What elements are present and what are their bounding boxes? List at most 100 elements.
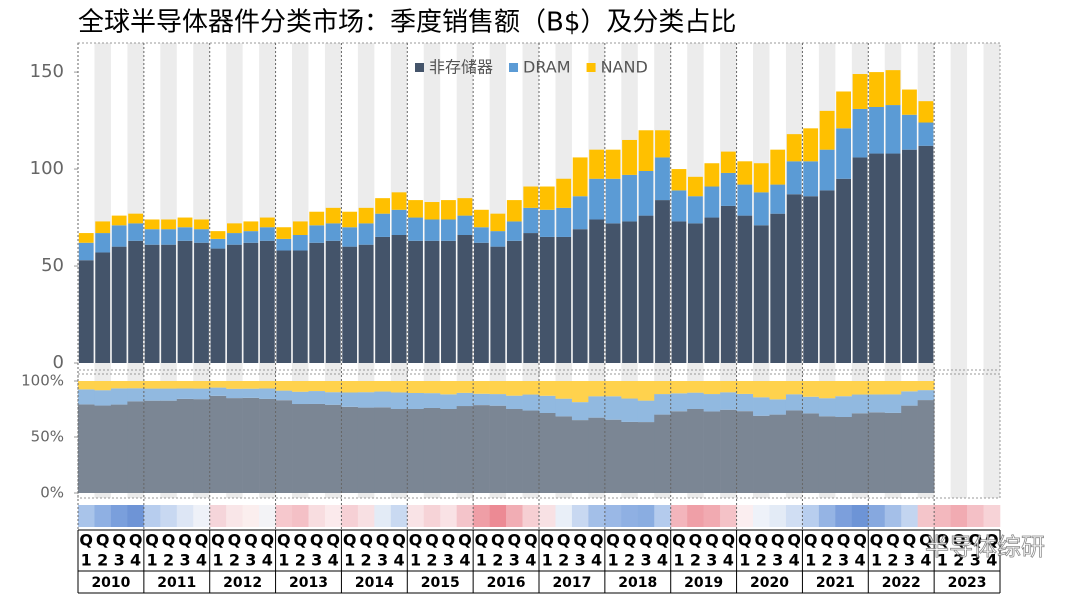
share-segment (868, 412, 886, 493)
share-segment (802, 381, 820, 397)
bar-segment (243, 242, 259, 363)
bar-segment (259, 217, 275, 228)
quarter-label: 2 (822, 551, 833, 570)
growth-cell (851, 505, 869, 527)
year-label: 2015 (421, 575, 460, 591)
bar-segment (408, 240, 423, 363)
bar-segment (622, 174, 637, 222)
share-segment (571, 402, 589, 421)
bar-segment (424, 219, 440, 241)
bar-segment (95, 233, 111, 253)
bar-segment (424, 202, 440, 220)
quarter-prefix: Q (968, 531, 982, 550)
share-segment (127, 381, 145, 389)
bar-segment (391, 209, 407, 235)
quarter-prefix: Q (524, 531, 538, 550)
bar-segment (325, 240, 341, 363)
share-segment (670, 411, 688, 493)
share-segment (506, 409, 523, 493)
bar-segment (753, 163, 769, 193)
quarter-label: 1 (476, 551, 487, 570)
share-segment (785, 394, 803, 411)
growth-cell (209, 505, 227, 527)
growth-cell (736, 505, 754, 527)
share-segment (637, 381, 655, 401)
quarter-label: 1 (871, 551, 882, 570)
bar-segment (473, 242, 489, 363)
share-segment (143, 381, 161, 389)
growth-cell (571, 505, 589, 527)
bar-segment (605, 149, 621, 179)
quarter-prefix: Q (870, 531, 884, 550)
bar-segment (177, 217, 193, 228)
bar-segment (539, 209, 555, 237)
quarter-label: 1 (81, 551, 92, 570)
bar-segment (803, 161, 819, 197)
quarter-label: 1 (739, 551, 750, 570)
bar-segment (128, 240, 144, 363)
share-segment (440, 394, 457, 409)
share-segment (259, 381, 276, 389)
share-segment (835, 381, 853, 397)
share-segment (522, 410, 540, 493)
quarter-prefix: Q (310, 531, 324, 550)
quarter-label: 4 (789, 551, 800, 570)
growth-cell (901, 505, 918, 527)
quarter-prefix: Q (343, 531, 357, 550)
share-segment (324, 404, 342, 493)
share-segment (357, 381, 375, 393)
quarter-label: 2 (492, 551, 503, 570)
bar-segment (506, 240, 522, 363)
quarter-prefix: Q (425, 531, 439, 550)
bar-segment (111, 225, 127, 247)
growth-cell (621, 505, 639, 527)
growth-cell (539, 505, 556, 527)
quarter-prefix: Q (326, 531, 340, 550)
share-segment (802, 413, 820, 493)
growth-cell (506, 505, 523, 527)
quarter-label: 4 (130, 551, 141, 570)
bar-segment (539, 236, 555, 363)
share-segment (884, 381, 902, 395)
growth-cell (160, 505, 178, 527)
bar-segment (78, 260, 94, 363)
share-segment (94, 381, 112, 391)
bar-segment (836, 128, 851, 179)
share-segment (209, 395, 227, 493)
quarter-prefix: Q (491, 531, 505, 550)
quarter-label: 1 (542, 551, 553, 570)
quarter-prefix: Q (507, 531, 521, 550)
bar-segment (227, 223, 242, 234)
y-tick-label: 0 (53, 352, 64, 373)
growth-cell (489, 505, 507, 527)
growth-cell (753, 505, 770, 527)
bar-segment (869, 72, 884, 107)
y-tick-label: 150 (30, 61, 64, 82)
quarter-prefix: Q (359, 531, 373, 550)
bar-segment (227, 233, 242, 245)
bar-segment (194, 242, 209, 363)
bar-segment (753, 192, 769, 226)
share-segment (901, 391, 918, 406)
quarter-label: 4 (328, 551, 339, 570)
quarter-label: 3 (970, 551, 981, 570)
bar-segment (243, 221, 259, 232)
share-segment (440, 409, 457, 493)
share-segment (637, 400, 655, 423)
quarter-label: 2 (558, 551, 569, 570)
bar-segment (391, 192, 407, 210)
share-segment (209, 381, 227, 388)
quarter-prefix: Q (886, 531, 900, 550)
share-segment (324, 381, 342, 393)
bar-segment (688, 176, 703, 197)
quarter-prefix: Q (409, 531, 423, 550)
share-segment (473, 393, 490, 406)
bar-segment (605, 223, 621, 363)
quarter-label: 2 (163, 551, 174, 570)
quarter-label: 2 (97, 551, 108, 570)
share-segment (917, 381, 935, 391)
share-segment (753, 415, 770, 493)
bar-segment (852, 157, 868, 363)
quarter-label: 3 (575, 551, 586, 570)
quarter-prefix: Q (705, 531, 719, 550)
